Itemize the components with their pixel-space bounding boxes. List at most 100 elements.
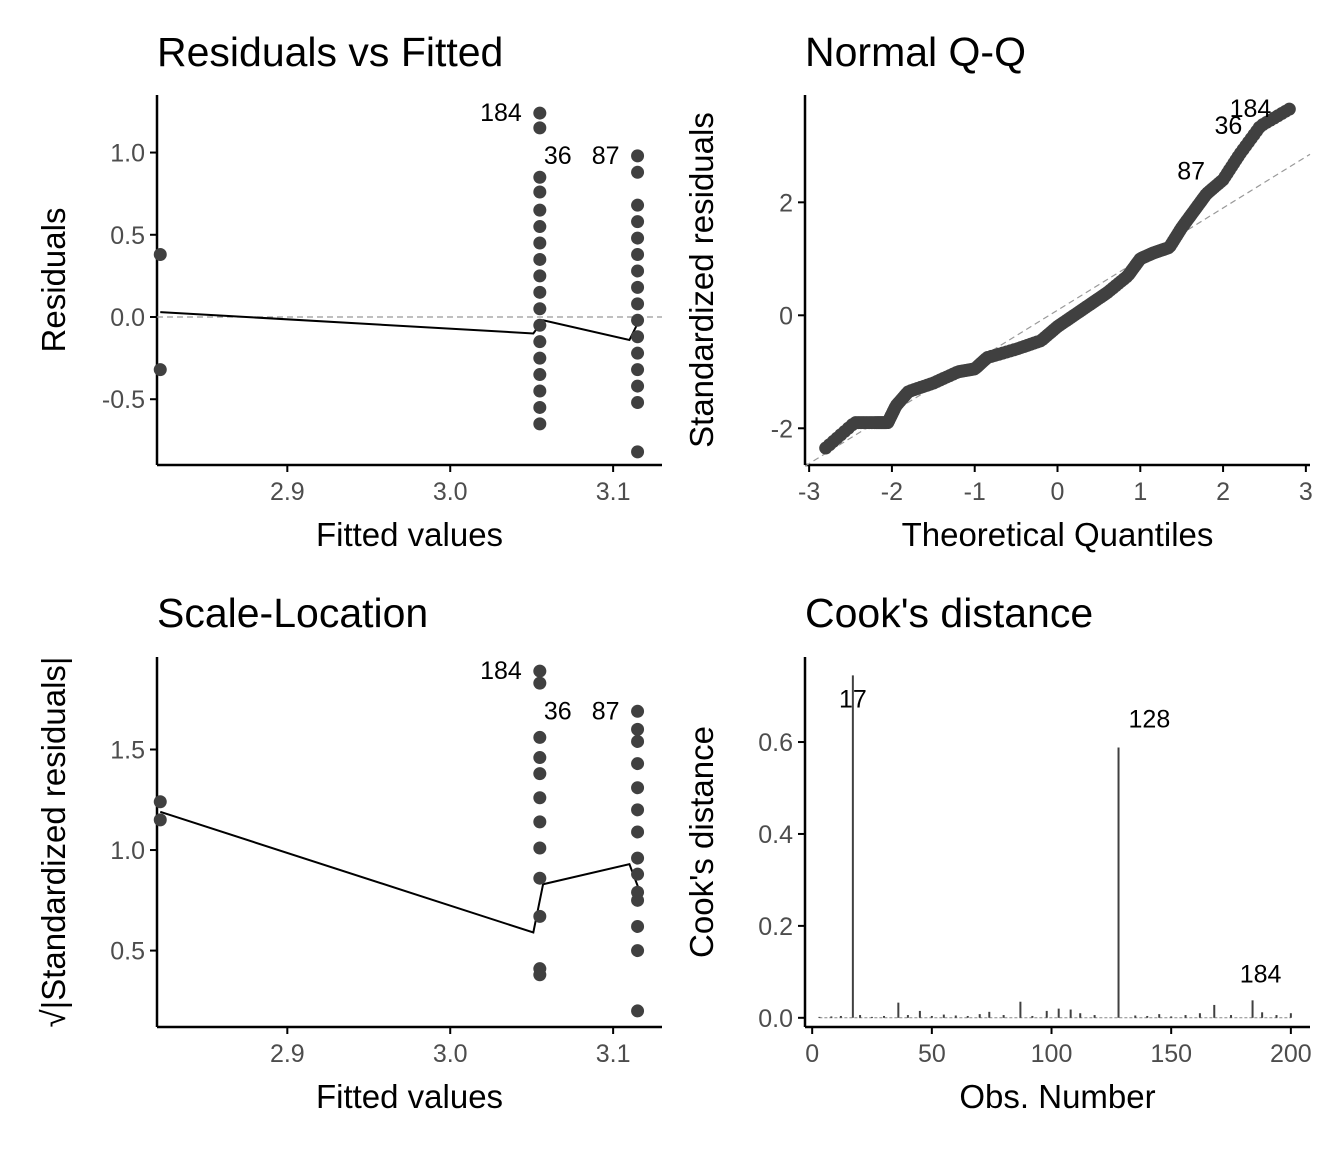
data-point: [631, 396, 645, 410]
point-label: 36: [544, 697, 572, 725]
point-label: 36: [1215, 112, 1243, 140]
data-point: [533, 841, 547, 855]
point-label: 17: [839, 685, 867, 713]
data-point: [533, 400, 547, 414]
y-axis-title: Cook's distance: [683, 726, 720, 958]
data-point: [533, 384, 547, 398]
y-tick-label: -0.5: [102, 386, 145, 414]
x-axis-title: Fitted values: [316, 516, 503, 553]
data-point: [631, 867, 645, 881]
x-tick-label: 150: [1150, 1040, 1192, 1068]
data-point: [533, 170, 547, 184]
qq-point: [1282, 102, 1296, 116]
x-tick-label: 0: [1051, 478, 1065, 506]
x-tick-label: 3: [1299, 478, 1313, 506]
data-point: [533, 871, 547, 885]
x-tick-label: 50: [918, 1040, 946, 1068]
x-tick-label: 2.9: [270, 478, 305, 506]
data-point: [631, 379, 645, 393]
data-point: [533, 236, 547, 250]
data-point: [631, 264, 645, 278]
x-tick-label: -2: [881, 478, 903, 506]
data-point: [533, 676, 547, 690]
point-label: 87: [592, 142, 620, 170]
y-axis-title: √|Standardized residuals|: [35, 657, 72, 1028]
y-tick-label: 0.0: [110, 304, 145, 332]
y-tick-label: 1.5: [110, 737, 145, 765]
data-point: [533, 203, 547, 217]
data-point: [631, 1004, 645, 1018]
y-tick-label: 1.0: [110, 837, 145, 865]
x-tick-label: 100: [1031, 1040, 1073, 1068]
data-point: [631, 165, 645, 179]
point-label: 184: [1230, 95, 1272, 123]
y-tick-label: 0.2: [758, 913, 793, 941]
data-point: [631, 248, 645, 262]
data-point: [533, 730, 547, 744]
x-tick-label: 0: [805, 1040, 819, 1068]
x-tick-label: 3.1: [596, 478, 631, 506]
y-tick-label: 2: [779, 189, 793, 217]
y-tick-label: 0: [779, 302, 793, 330]
panel-3: Scale-Location 2.9 3.0 3.1 1.5 1.0 0.5 Fitted v…: [35, 590, 662, 1115]
data-point: [631, 851, 645, 865]
panel-title: Residuals vs Fitted: [157, 29, 503, 75]
y-tick-label: 0.0: [758, 1005, 793, 1033]
point-label: 87: [1177, 157, 1205, 185]
data-point: [631, 722, 645, 736]
x-tick-label: 1: [1133, 478, 1147, 506]
y-tick-label: 0.6: [758, 729, 793, 757]
point-label: 184: [1240, 960, 1282, 988]
data-point: [533, 368, 547, 382]
data-point: [631, 893, 645, 907]
data-point: [533, 335, 547, 349]
smooth-line: [159, 810, 642, 934]
data-point: [153, 248, 167, 262]
y-tick-label: 0.5: [110, 222, 145, 250]
panel-title: Scale-Location: [157, 590, 428, 636]
data-point: [631, 149, 645, 163]
y-tick-label: 0.4: [758, 821, 793, 849]
x-tick-label: 3.0: [433, 478, 468, 506]
data-point: [631, 313, 645, 327]
data-point: [631, 704, 645, 718]
data-point: [631, 734, 645, 748]
data-point: [153, 363, 167, 377]
data-point: [533, 791, 547, 805]
data-point: [153, 813, 167, 827]
smooth-line: [160, 311, 642, 342]
panel-4: Cook's distance 0 50 100 150 200 0.6 0.4 0.2 0.0 O…: [683, 590, 1312, 1115]
point-label: 184: [480, 657, 522, 685]
data-point: [631, 825, 645, 839]
data-point: [631, 231, 645, 245]
point-label: 36: [544, 142, 572, 170]
y-tick-label: 1.0: [110, 140, 145, 168]
point-label: 87: [592, 697, 620, 725]
x-tick-label: 200: [1270, 1040, 1312, 1068]
data-point: [533, 751, 547, 765]
x-tick-label: 3.1: [596, 1040, 631, 1068]
data-point: [533, 285, 547, 299]
data-point: [533, 815, 547, 829]
data-point: [631, 330, 645, 344]
data-point: [631, 445, 645, 459]
data-point: [153, 795, 167, 809]
x-tick-label: 2.9: [270, 1040, 305, 1068]
panel-2: Normal Q-Q -3 -2 -1 0 1 2 3 2 0 -2 Theoretical Quan…: [683, 29, 1313, 553]
data-point: [533, 664, 547, 678]
y-tick-label: -2: [771, 415, 793, 443]
data-point: [631, 363, 645, 377]
data-point: [533, 318, 547, 332]
data-point: [533, 269, 547, 283]
data-point: [533, 417, 547, 431]
data-point: [631, 198, 645, 212]
y-axis-title: Standardized residuals: [683, 112, 720, 448]
reference-line: [804, 153, 1311, 467]
data-point: [631, 919, 645, 933]
data-point: [533, 909, 547, 923]
data-point: [533, 185, 547, 199]
x-axis-title: Fitted values: [316, 1078, 503, 1115]
x-tick-label: 3.0: [433, 1040, 468, 1068]
y-tick-label: 0.5: [110, 938, 145, 966]
